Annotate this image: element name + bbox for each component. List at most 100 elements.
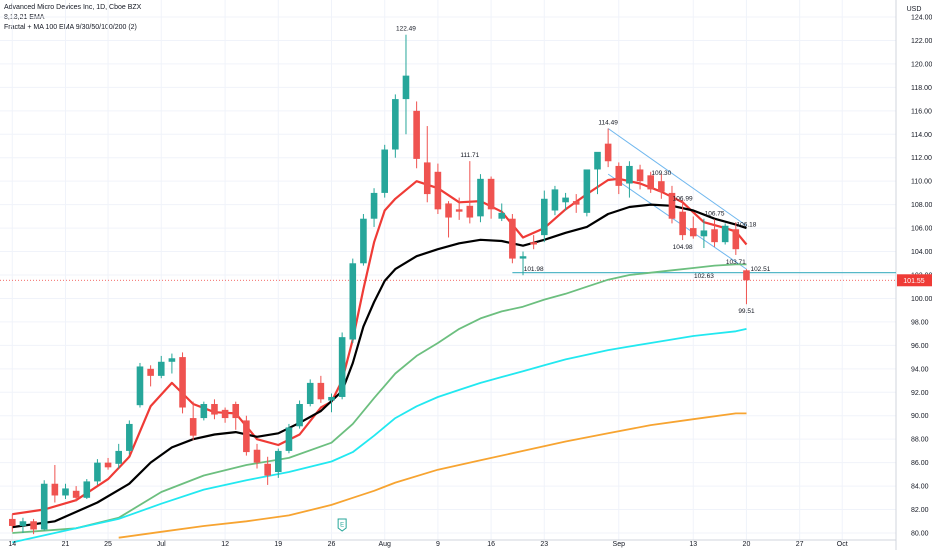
candle <box>62 483 69 499</box>
candle <box>168 353 176 374</box>
time-axis[interactable]: 14 21 25 Jul 12 19 26 Aug 9 16 23 Sep 13 20 27 Oct <box>8 541 847 548</box>
moving-average-lines <box>12 177 748 544</box>
candle <box>509 214 516 264</box>
time-tick-label: 13 <box>689 541 697 548</box>
candle-body <box>264 463 271 476</box>
candle <box>211 399 218 420</box>
candle <box>668 185 676 224</box>
candle <box>689 216 697 239</box>
candle <box>157 355 165 379</box>
series-line-ema-8 <box>12 177 748 516</box>
candle-body <box>328 396 335 401</box>
candle <box>562 192 569 211</box>
candle-body <box>615 165 623 186</box>
candlesticks <box>9 34 750 535</box>
candle-body <box>562 197 569 203</box>
candle <box>743 269 750 305</box>
candle-body <box>711 229 718 243</box>
candle-body <box>306 382 314 404</box>
price-label: 114.49 <box>598 120 618 127</box>
candle-body <box>413 110 420 159</box>
price-tick-label: 92.00 <box>911 390 929 397</box>
candle <box>583 169 591 217</box>
candle <box>275 448 282 478</box>
price-label: 99.51 <box>738 308 755 315</box>
candle <box>296 400 303 429</box>
time-tick-label: 9 <box>436 541 440 548</box>
candle <box>711 219 718 247</box>
event-markers: E <box>337 518 347 532</box>
candle <box>370 188 378 227</box>
price-tick-label: 90.00 <box>911 413 929 420</box>
candle-body <box>349 263 357 340</box>
candle-body <box>732 229 740 250</box>
last-price-label: 101.55 <box>903 278 925 285</box>
price-tick-label: 104.00 <box>911 249 932 256</box>
candle <box>243 415 250 456</box>
time-tick-label: 12 <box>221 541 229 548</box>
time-tick-label: 27 <box>796 541 804 548</box>
candle-body <box>211 404 218 415</box>
price-tick-label: 84.00 <box>911 484 929 491</box>
candle-body <box>604 143 612 162</box>
candle-body <box>136 366 144 406</box>
candle-body <box>551 189 559 211</box>
price-tick-label: 98.00 <box>911 319 929 326</box>
legend-symbol-title[interactable]: Advanced Micro Devices Inc, 1D, Cboe BZX <box>4 4 142 11</box>
channel-line <box>607 128 747 227</box>
candle <box>306 379 314 407</box>
candle <box>221 407 229 423</box>
candle-body <box>360 218 367 264</box>
candle <box>445 201 452 238</box>
candle-body <box>658 181 665 192</box>
candle <box>200 401 208 421</box>
candle <box>519 251 527 276</box>
price-tick-label: 80.00 <box>911 531 929 538</box>
legend-fractal-indicator[interactable]: Fractal + MA 100 EMA 9/30/50/100/200 (2) <box>4 24 137 31</box>
candle <box>83 479 91 499</box>
candle-body <box>221 409 229 419</box>
candle-body <box>94 462 101 482</box>
candle-body <box>519 256 527 259</box>
candle <box>626 161 633 198</box>
price-tick-label: 108.00 <box>911 202 932 209</box>
candle <box>477 174 484 223</box>
price-tick-label: 100.00 <box>911 296 932 303</box>
candle <box>285 423 293 454</box>
candle-body <box>338 337 346 397</box>
time-tick-label: 16 <box>487 541 495 548</box>
last-price-badge <box>897 274 932 287</box>
candle-body <box>104 462 112 468</box>
candle-body <box>317 382 325 400</box>
candle-body <box>62 488 69 496</box>
candle <box>328 393 335 413</box>
candle <box>604 128 612 168</box>
candle <box>94 459 101 485</box>
time-tick-label: 14 <box>8 541 16 548</box>
candle-body <box>243 420 250 453</box>
candle-body <box>700 230 708 237</box>
price-label: 103.71 <box>726 259 746 266</box>
candle <box>636 164 644 190</box>
time-tick-label: 21 <box>62 541 70 548</box>
candle-body <box>689 228 697 237</box>
candle <box>51 464 59 503</box>
price-tick-label: 118.00 <box>911 85 932 92</box>
candle-body <box>40 483 48 530</box>
price-axis[interactable]: USD 80.00 82.00 84.00 86.00 88.00 90.00 92.00 94… <box>897 6 932 538</box>
candle-body <box>72 490 80 498</box>
candle <box>402 34 410 135</box>
chart-grid <box>0 0 897 550</box>
candle <box>349 258 357 344</box>
price-tick-label: 114.00 <box>911 132 932 139</box>
candle <box>647 171 654 193</box>
time-tick-label: Sep <box>613 541 626 548</box>
candle-body <box>9 518 16 526</box>
candle <box>498 203 506 222</box>
candle-body <box>285 427 293 451</box>
candle-body <box>200 404 208 419</box>
candle <box>40 480 48 531</box>
price-label: 109.30 <box>651 170 671 177</box>
candle-body <box>721 225 729 243</box>
